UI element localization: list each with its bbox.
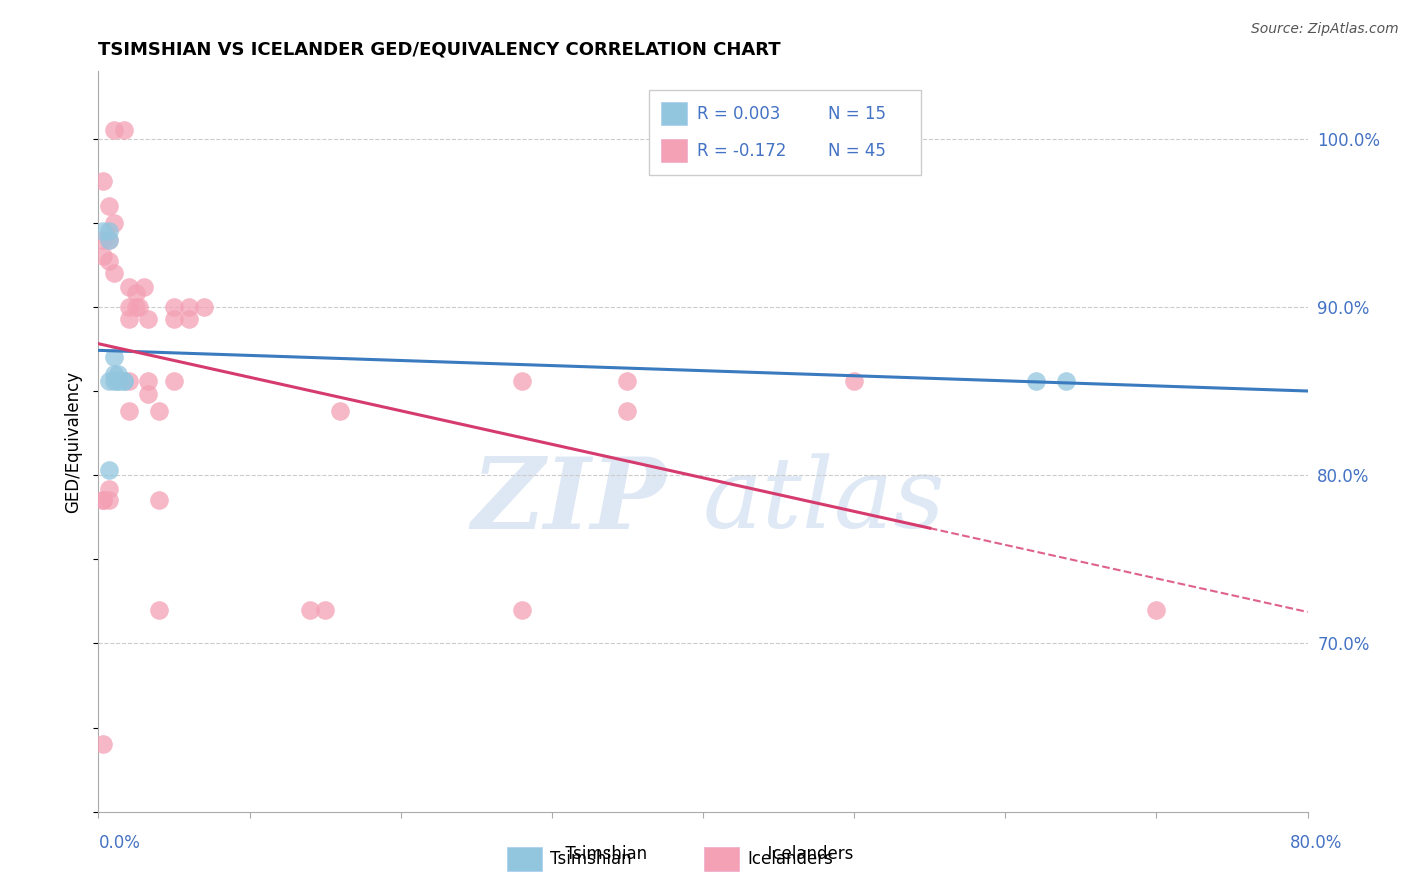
Point [118,374,141,388]
Text: Icelanders: Icelanders [747,849,832,868]
Point [132,279,155,293]
Point [118,311,141,326]
Point [510,374,533,388]
Point [98,224,121,238]
Point [103,123,125,137]
Point [107,368,129,382]
Bar [648,90,921,175]
Point [510,603,533,617]
Point [91,250,114,264]
Point [91,224,114,238]
Point [103,368,125,382]
Point [98,482,121,496]
Point [148,404,170,418]
Text: R = 0.003: R = 0.003 [697,104,780,122]
Point [128,300,150,314]
Point [314,603,336,617]
Point [163,311,186,326]
Point [125,300,148,314]
Point [91,493,114,508]
Point [107,374,129,388]
Point [1024,374,1046,388]
Text: R = -0.172: R = -0.172 [697,142,786,160]
Point [136,374,159,388]
Point [98,493,121,508]
Point [112,123,135,137]
Point [98,233,121,247]
Point [125,286,148,301]
Point [179,311,201,326]
Text: 0.0%: 0.0% [98,834,141,852]
Text: atlas: atlas [703,453,946,549]
Text: 80.0%: 80.0% [1291,834,1343,852]
Point [103,351,125,365]
Point [1054,374,1077,388]
Point [1144,603,1167,617]
Point [616,404,638,418]
Point [98,199,121,213]
Point [98,374,121,388]
Point [193,300,215,314]
Bar [661,139,688,162]
Bar [508,847,543,871]
Point [118,279,141,293]
Bar [661,102,688,126]
Y-axis label: GED/Equivalency: GED/Equivalency [65,370,83,513]
Point [148,603,170,617]
Text: Tsimshian: Tsimshian [550,849,631,868]
Point [98,254,121,268]
Bar [704,847,740,871]
Point [91,233,114,247]
Point [91,174,114,188]
Point [103,216,125,230]
Text: TSIMSHIAN VS ICELANDER GED/EQUIVALENCY CORRELATION CHART: TSIMSHIAN VS ICELANDER GED/EQUIVALENCY C… [98,41,782,59]
Text: N = 15: N = 15 [828,104,886,122]
Point [136,387,159,401]
Point [98,463,121,477]
Point [91,493,114,508]
Point [163,374,186,388]
Point [299,603,322,617]
Text: ZIP: ZIP [472,452,666,549]
Point [616,374,638,388]
Text: Source: ZipAtlas.com: Source: ZipAtlas.com [1251,22,1399,37]
Point [118,404,141,418]
Point [136,311,159,326]
Point [112,374,135,388]
Point [107,374,129,388]
Point [103,374,125,388]
Point [118,300,141,314]
Point [98,233,121,247]
Point [91,738,114,752]
Point [329,404,352,418]
Point [179,300,201,314]
Text: N = 45: N = 45 [828,142,886,160]
Point [112,374,135,388]
Text: Icelanders: Icelanders [735,846,853,863]
Point [148,493,170,508]
Point [103,266,125,280]
Text: Tsimshian: Tsimshian [534,846,647,863]
Point [844,374,866,388]
Point [163,300,186,314]
